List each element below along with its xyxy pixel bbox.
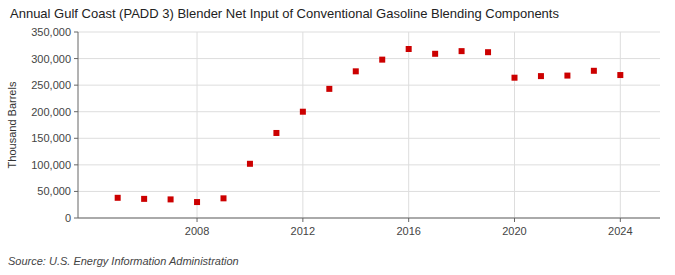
x-tick-label: 2024: [608, 225, 632, 237]
y-axis-line: [78, 32, 79, 218]
y-axis: 0 50,000 100,000 150,000 200,000 250,000 300,0…: [31, 26, 78, 224]
y-tick-label: 300,000: [31, 53, 71, 65]
y-tick-label: 150,000: [31, 132, 71, 144]
y-tick: [74, 32, 78, 33]
grid-line-y: [78, 111, 660, 112]
y-tick-label: 100,000: [31, 159, 71, 171]
grid-line-x: [197, 32, 198, 218]
y-tick: [74, 111, 78, 112]
x-tick: [408, 218, 409, 222]
grid-line-x: [514, 32, 515, 218]
title: Annual Gulf Coast (PADD 3) Blender Net I…: [10, 6, 559, 21]
x-tick: [302, 218, 303, 222]
grid-line-y: [78, 164, 660, 165]
x-tick-label: 2008: [185, 225, 209, 237]
grid-line-y: [78, 218, 660, 219]
grid-line-y: [78, 58, 660, 59]
point: [194, 199, 200, 205]
point: [538, 73, 544, 79]
y-tick-label: 350,000: [31, 26, 71, 38]
point: [432, 51, 438, 57]
y-tick: [74, 138, 78, 139]
point: [168, 196, 174, 202]
y-tick: [74, 218, 78, 219]
point: [617, 72, 623, 78]
x-axis: 2008 2012 2016 2020 2024: [185, 218, 633, 237]
point: [379, 57, 385, 63]
x-tick: [514, 218, 515, 222]
grid: [78, 32, 660, 218]
point: [459, 48, 465, 54]
y-tick-label: 200,000: [31, 106, 71, 118]
y-tick-label: 0: [65, 212, 71, 224]
x-tick: [620, 218, 621, 222]
y-tick: [74, 58, 78, 59]
points: [115, 46, 624, 205]
y-tick-label: 250,000: [31, 79, 71, 91]
x-tick-label: 2012: [291, 225, 315, 237]
grid-line-x: [408, 32, 409, 218]
point: [485, 49, 491, 55]
y-tick: [74, 85, 78, 86]
y-axis-label: Thousand Barrels: [6, 81, 18, 168]
point: [300, 109, 306, 115]
x-tick-label: 2020: [502, 225, 526, 237]
grid-line-y: [78, 191, 660, 192]
y-tick: [74, 191, 78, 192]
x-tick: [197, 218, 198, 222]
source-annotation: Source: U.S. Energy Information Administ…: [8, 255, 239, 267]
point: [406, 46, 412, 52]
point: [353, 68, 359, 74]
x-tick-label: 2016: [396, 225, 420, 237]
point: [115, 195, 121, 201]
point: [591, 68, 597, 74]
point: [326, 86, 332, 92]
x-axis-line: [78, 218, 660, 219]
grid-line-y: [78, 85, 660, 86]
point: [564, 73, 570, 79]
grid-line-y: [78, 32, 660, 33]
point: [221, 195, 227, 201]
grid-line-x: [302, 32, 303, 218]
y-tick-label: 50,000: [37, 185, 71, 197]
point: [247, 161, 253, 167]
point: [141, 196, 147, 202]
chart: Annual Gulf Coast (PADD 3) Blender Net I…: [0, 0, 675, 275]
grid-line-x: [620, 32, 621, 218]
point: [512, 75, 518, 81]
point: [273, 130, 279, 136]
grid-line-y: [78, 138, 660, 139]
y-tick: [74, 164, 78, 165]
